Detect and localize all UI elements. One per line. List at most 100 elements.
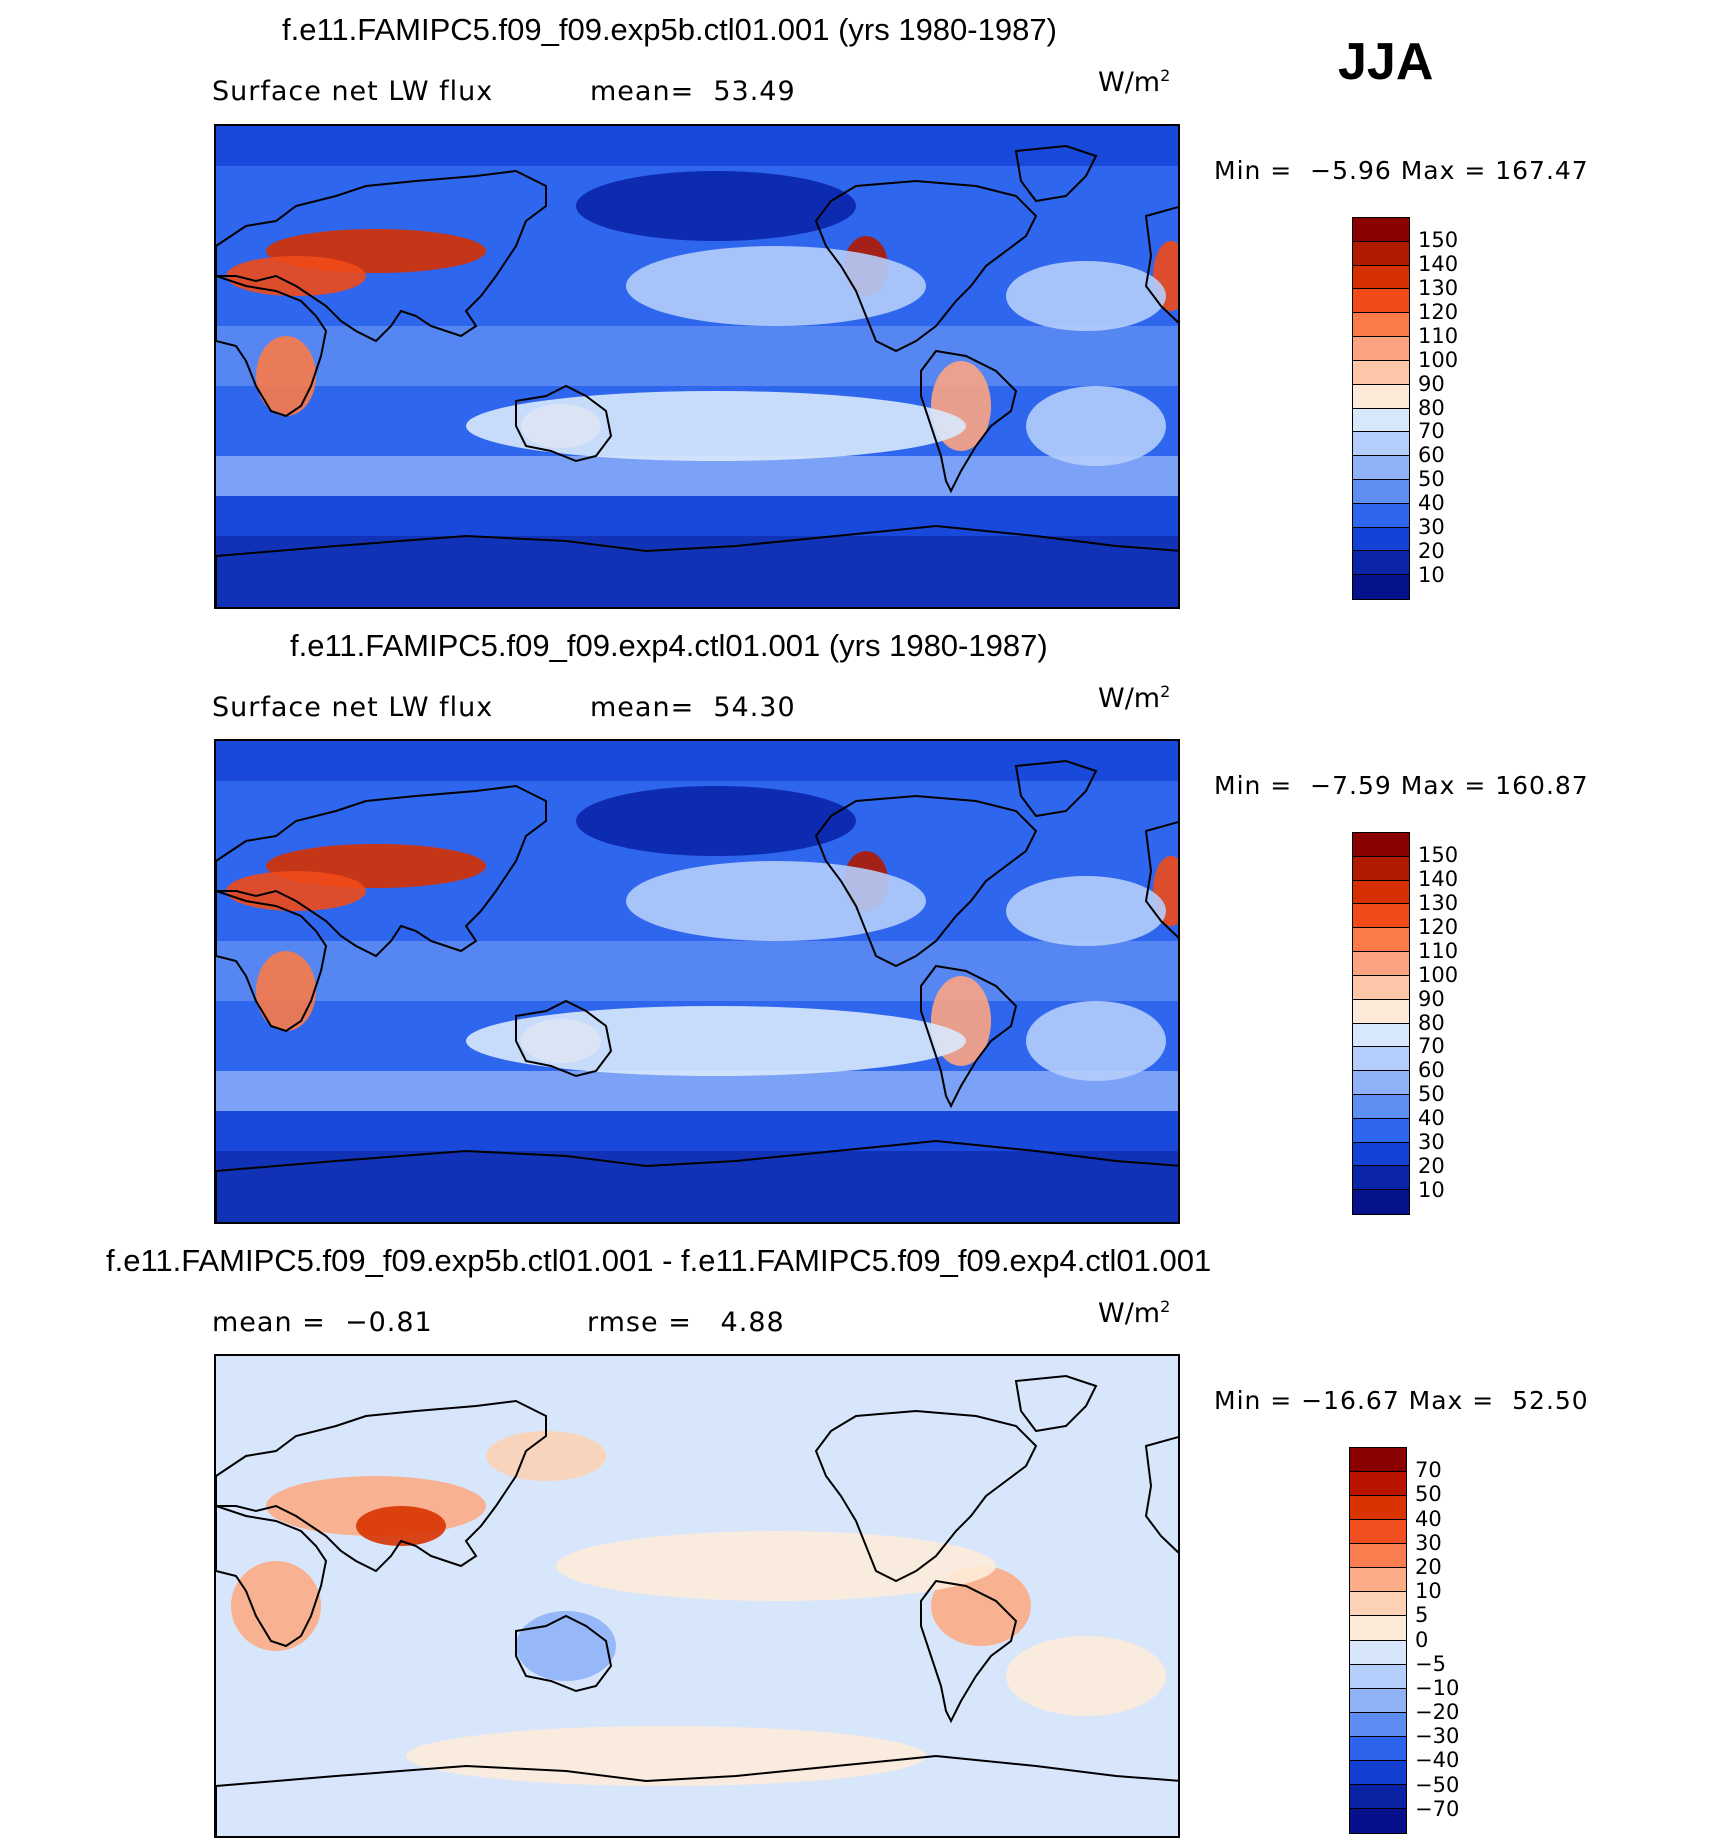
latitude-band <box>216 1151 1178 1222</box>
colorbar-tick-label: 130 <box>1418 275 1459 300</box>
coastline-greenland <box>1014 144 1098 203</box>
colorbar-swatch <box>1350 1520 1406 1545</box>
map-canvas <box>216 1356 1178 1836</box>
contour-region <box>406 1726 926 1786</box>
colorbar-swatch <box>1353 928 1409 953</box>
colorbar-tick-label: 50 <box>1415 1482 1442 1507</box>
panel-1-title: f.e11.FAMIPC5.f09_f09.exp5b.ctl01.001 (y… <box>282 12 1057 47</box>
colorbar-tick-label: 140 <box>1418 251 1459 276</box>
colorbar-tick-label: 110 <box>1418 938 1459 963</box>
colorbar-tick-label: 30 <box>1418 515 1445 540</box>
colorbar-tick-label: 70 <box>1418 1034 1445 1059</box>
colorbar-tick-label: 150 <box>1418 227 1459 252</box>
contour-region <box>466 1006 966 1076</box>
colorbar-tick-label: 60 <box>1418 443 1445 468</box>
latitude-band <box>216 1071 1178 1111</box>
colorbar-swatch <box>1350 1472 1406 1497</box>
coastline-s-america <box>920 349 1018 494</box>
colorbar-swatch <box>1350 1448 1406 1473</box>
coastline-europe-east <box>1144 821 1178 939</box>
latitude-band <box>216 536 1178 607</box>
colorbar-swatch <box>1353 833 1409 857</box>
coastline-africa <box>216 274 328 418</box>
panel-3-map <box>214 1354 1180 1838</box>
colorbar-tick-label: 50 <box>1418 467 1445 492</box>
colorbar-swatch <box>1353 1142 1409 1167</box>
colorbar-swatch <box>1353 408 1409 433</box>
colorbar-tick-label: −50 <box>1415 1772 1460 1797</box>
panel-1-mean: mean= 53.49 <box>590 76 796 107</box>
coastline-antarctica <box>216 524 1178 607</box>
map-canvas <box>216 741 1178 1222</box>
coastline-n-america <box>814 179 1038 353</box>
colorbar-swatch <box>1353 241 1409 266</box>
colorbar-swatch <box>1353 1071 1409 1095</box>
contour-region <box>356 1506 446 1546</box>
colorbar-tick-label: −70 <box>1415 1796 1460 1821</box>
colorbar-swatch <box>1353 856 1409 881</box>
colorbar-swatch <box>1353 1047 1409 1072</box>
colorbar-tick-label: 0 <box>1415 1627 1429 1652</box>
colorbar-tick-label: 10 <box>1418 1178 1445 1203</box>
colorbar-tick-label: 80 <box>1418 1010 1445 1035</box>
colorbar-swatch <box>1350 1592 1406 1617</box>
colorbar-tick-label: 40 <box>1415 1506 1442 1531</box>
colorbar-tick-label: 80 <box>1418 395 1445 420</box>
contour-region <box>626 861 926 941</box>
coastline-greenland <box>1014 759 1098 818</box>
colorbar-tick-label: 110 <box>1418 323 1459 348</box>
colorbar-swatch <box>1353 337 1409 361</box>
colorbar-tick-label: 20 <box>1415 1554 1442 1579</box>
panel-2-unit: W/m2 <box>1098 682 1171 714</box>
contour-region <box>466 391 966 461</box>
colorbar-tick-label: 140 <box>1418 866 1459 891</box>
panel-2-variable: Surface net LW flux <box>212 692 494 723</box>
contour-region <box>556 1531 996 1601</box>
contour-region <box>626 246 926 326</box>
contour-region <box>1026 1001 1166 1081</box>
contour-region <box>516 1611 616 1681</box>
colorbar-tick-label: 10 <box>1415 1579 1442 1604</box>
latitude-band <box>216 496 1178 536</box>
colorbar-swatch <box>1350 1616 1406 1641</box>
colorbar-swatch <box>1353 952 1409 976</box>
latitude-band <box>216 326 1178 386</box>
contour-region <box>1026 386 1166 466</box>
colorbar-swatch <box>1350 1736 1406 1761</box>
colorbar-swatch <box>1353 479 1409 504</box>
coastline-n-america <box>814 794 1038 968</box>
contour-region <box>1006 261 1166 331</box>
panel-3-unit: W/m2 <box>1098 1297 1171 1329</box>
coastline-europe-asia <box>216 169 547 343</box>
colorbar-swatch <box>1350 1688 1406 1713</box>
colorbar-swatch <box>1350 1496 1406 1521</box>
panel-2-minmax: Min = −7.59 Max = 160.87 <box>1214 771 1589 800</box>
panel-1-map <box>214 124 1180 609</box>
coastline-australia <box>515 1614 613 1693</box>
colorbar-swatch <box>1353 1023 1409 1048</box>
colorbar-tick-label: 30 <box>1415 1530 1442 1555</box>
latitude-band <box>216 126 1178 166</box>
colorbar-swatch <box>1353 575 1409 599</box>
colorbar-tick-label: 10 <box>1418 563 1445 588</box>
colorbar-swatch <box>1350 1784 1406 1809</box>
contour-region <box>231 1561 321 1651</box>
colorbar-tick-label: 30 <box>1418 1130 1445 1155</box>
colorbar-swatch <box>1350 1808 1406 1833</box>
contour-region <box>226 256 366 296</box>
coastline-africa <box>216 889 328 1033</box>
contour-region <box>1006 1636 1166 1716</box>
panel-1-colorbar <box>1352 217 1410 600</box>
season-label: JJA <box>1338 33 1434 91</box>
colorbar-swatch <box>1353 975 1409 1000</box>
panel-2-mean: mean= 54.30 <box>590 692 796 723</box>
panel-2-map <box>214 739 1180 1224</box>
colorbar-tick-label: 20 <box>1418 539 1445 564</box>
panel-1-minmax: Min = −5.96 Max = 167.47 <box>1214 156 1589 185</box>
colorbar-tick-label: 40 <box>1418 1106 1445 1131</box>
contour-region <box>576 171 856 241</box>
panel-3-title: f.e11.FAMIPC5.f09_f09.exp5b.ctl01.001 - … <box>106 1243 1212 1278</box>
colorbar-tick-label: 20 <box>1418 1154 1445 1179</box>
coastline-n-america <box>814 1409 1038 1583</box>
colorbar-tick-label: 100 <box>1418 347 1459 372</box>
